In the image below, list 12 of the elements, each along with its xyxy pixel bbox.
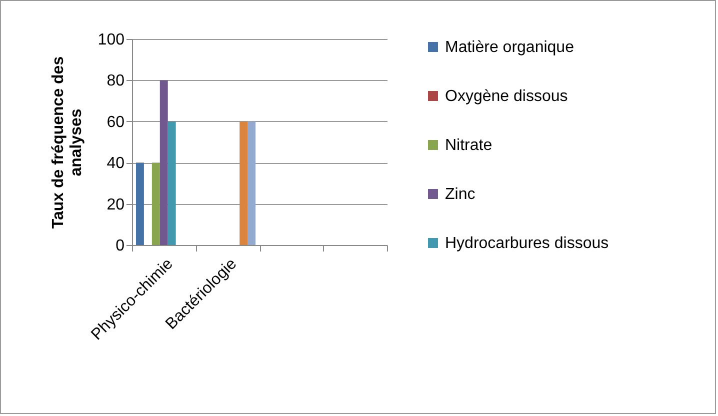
legend-label: Zinc <box>445 186 476 203</box>
legend-label: Hydrocarbures dissous <box>445 235 609 252</box>
legend-label: Nitrate <box>445 137 492 154</box>
y-tick-label: 40 <box>106 155 125 172</box>
y-axis-title: Taux de fréquence des analyses <box>50 56 85 229</box>
y-tick-label: 80 <box>106 72 125 90</box>
y-tick-label: 100 <box>98 32 125 48</box>
y-tick-label: 60 <box>106 114 125 131</box>
y-tick-label: 0 <box>116 238 125 254</box>
legend-label: Oxygène dissous <box>445 88 568 105</box>
legend-label: Matière organique <box>445 39 574 56</box>
y-tick-label: 20 <box>106 196 125 214</box>
